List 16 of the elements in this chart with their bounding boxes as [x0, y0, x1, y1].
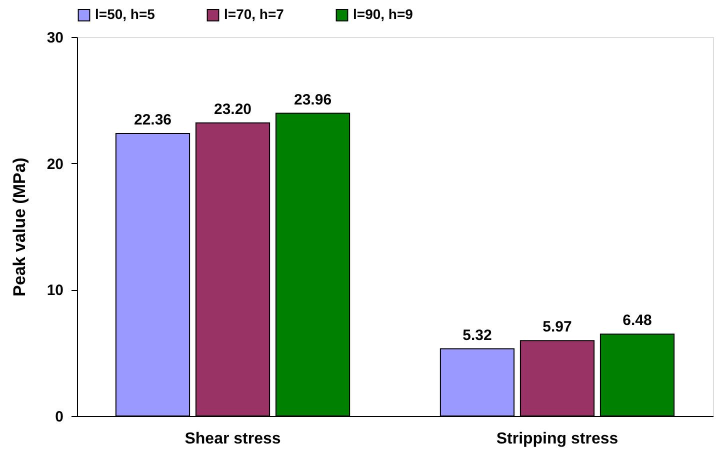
data-label: 22.36 [134, 112, 172, 129]
legend-label: l=90, h=9 [353, 6, 414, 22]
x-tick-label: Stripping stress [496, 430, 618, 448]
y-tick-label: 0 [55, 408, 64, 426]
legend-label: l=50, h=5 [95, 6, 156, 22]
y-axis-title: Peak value (MPa) [10, 158, 29, 296]
data-label: 23.96 [294, 91, 332, 108]
y-tick-label: 10 [46, 282, 64, 300]
x-tick-label: Shear stress [184, 430, 281, 448]
data-label: 5.97 [542, 318, 572, 336]
data-label: 23.20 [214, 100, 252, 118]
legend-label: l=70, h=7 [224, 6, 284, 22]
data-label: 6.48 [622, 312, 652, 330]
data-label: 5.32 [462, 326, 492, 344]
y-tick-label: 30 [46, 30, 64, 46]
y-tick-label: 20 [46, 156, 64, 173]
